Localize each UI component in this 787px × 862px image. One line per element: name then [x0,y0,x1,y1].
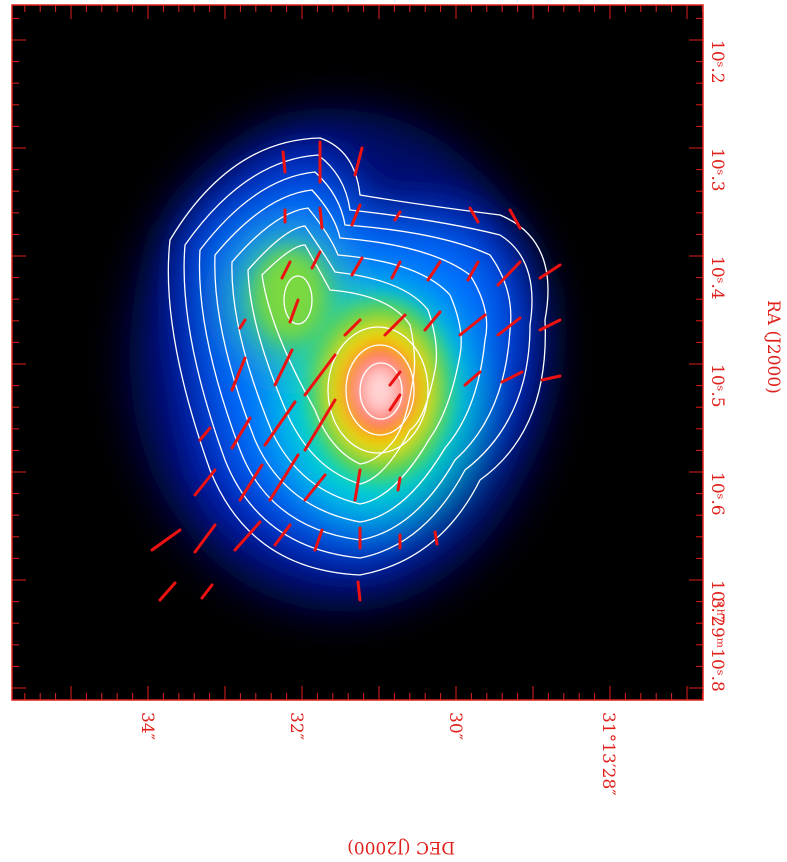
vector [463,370,482,387]
vector [193,523,217,554]
vector [303,353,337,397]
vector [356,580,362,602]
ra-tick-label: 10ˢ.5 [707,364,727,408]
vector [158,581,177,602]
vector [388,370,402,387]
vector [396,476,402,492]
dec-tick-label: 30″ [445,712,465,740]
vector [353,468,362,502]
ra-tick-labels: 10ˢ.2 10ˢ.3 10ˢ.4 10ˢ.5 10ˢ.6 10ˢ.7 3ʰ29… [707,40,727,692]
vector [281,150,287,174]
vector [393,210,402,222]
ra-tick-label: 10ˢ.2 [707,40,727,84]
vector [540,374,562,382]
vector [200,583,214,600]
vector [390,260,402,280]
vector [426,260,442,282]
vector [263,400,297,447]
ra-axis-label: RA (J2000) [763,300,783,394]
vector [238,318,247,330]
intensity-map [12,5,703,700]
ra-tick-label: 10ˢ.3 [707,148,727,192]
ra-tick-label: 10ˢ.7 [707,580,727,624]
vector [433,530,439,546]
vector [383,313,407,337]
vector [233,520,262,552]
vector [466,260,480,282]
vector [318,206,324,230]
vector [343,318,362,337]
vector [388,393,402,412]
vector [350,256,364,277]
dec-tick-label: 32″ [286,712,306,740]
vector [353,146,364,177]
vector [500,370,524,384]
vector [198,426,212,442]
tick-marks [12,5,703,700]
vector [238,463,264,502]
vector [538,318,562,332]
ra-tick-label: 3ʰ29ᵐ10ˢ.8 [707,598,727,692]
ra-tick-label: 10ˢ.4 [707,256,727,300]
vector [273,348,294,387]
vector [468,206,480,224]
vector [458,313,487,337]
vector [150,528,182,552]
dec-tick-label: 34″ [137,712,157,740]
vector [230,356,247,392]
contours [167,137,549,576]
ra-tick-label: 10ˢ.6 [707,472,727,516]
vector [230,416,252,450]
vector [303,473,327,502]
vector [193,468,217,497]
dec-tick-labels: 34″ 32″ 30″ 31°13′28″ [137,712,618,796]
vector [288,298,300,324]
vector [280,260,292,280]
vector [310,250,322,270]
polarization-vectors [150,140,562,602]
vector [538,263,562,280]
plot-frame [11,4,704,701]
vector [273,523,292,547]
vector [496,260,522,287]
dec-tick-label: 31°13′28″ [598,712,618,796]
dec-axis-label: DEC (J2000) [347,837,455,857]
vector [268,453,300,502]
vector [423,310,442,332]
vector [496,316,522,337]
vector [313,528,324,552]
vector [350,203,362,227]
vector [303,398,337,452]
vector [508,208,522,230]
